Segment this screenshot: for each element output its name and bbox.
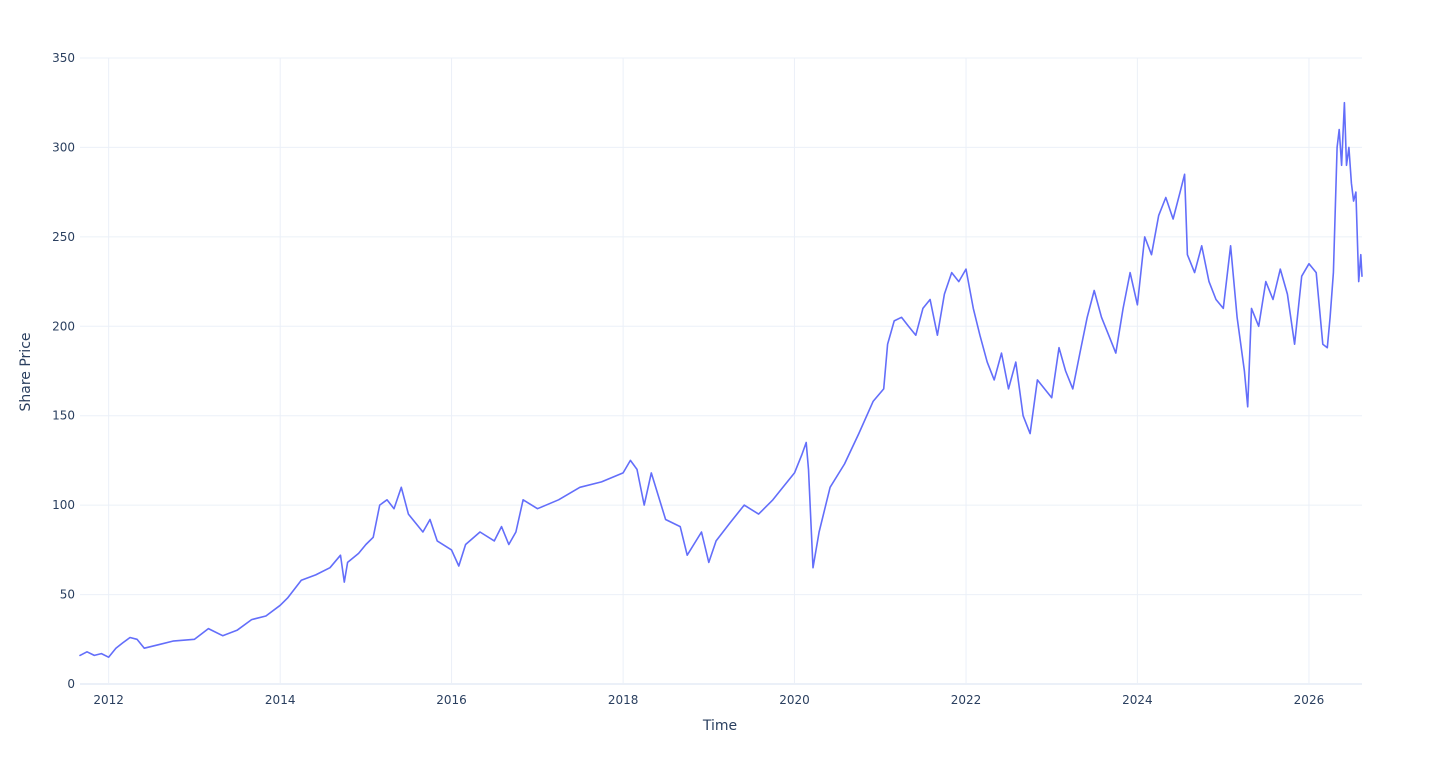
- y-tick-label: 350: [52, 51, 75, 65]
- y-tick-label: 150: [52, 409, 75, 423]
- y-tick-label: 200: [52, 319, 75, 333]
- x-tick-label: 2024: [1122, 693, 1153, 707]
- x-axis-title: Time: [702, 718, 737, 734]
- y-axis-title: Share Price: [18, 332, 34, 411]
- x-tick-label: 2018: [608, 693, 639, 707]
- tick-labels: 0 50 100 150 200 250 300 350 2012 2014 2016 2018 202…: [52, 51, 1324, 707]
- x-tick-label: 2012: [93, 693, 124, 707]
- y-tick-label: 50: [60, 588, 75, 602]
- series-layer: [79, 101, 1363, 659]
- x-tick-label: 2020: [779, 693, 810, 707]
- grid-layer: [80, 57, 1362, 685]
- x-tick-label: 2016: [436, 693, 467, 707]
- x-tick-label: 2014: [265, 693, 296, 707]
- y-tick-label: 250: [52, 230, 75, 244]
- y-tick-label: 100: [52, 498, 75, 512]
- y-tick-label: 300: [52, 140, 75, 154]
- x-tick-label: 2022: [951, 693, 982, 707]
- x-tick-label: 2026: [1294, 693, 1325, 707]
- share-price-line: [79, 101, 1363, 659]
- y-tick-label: 0: [67, 677, 75, 691]
